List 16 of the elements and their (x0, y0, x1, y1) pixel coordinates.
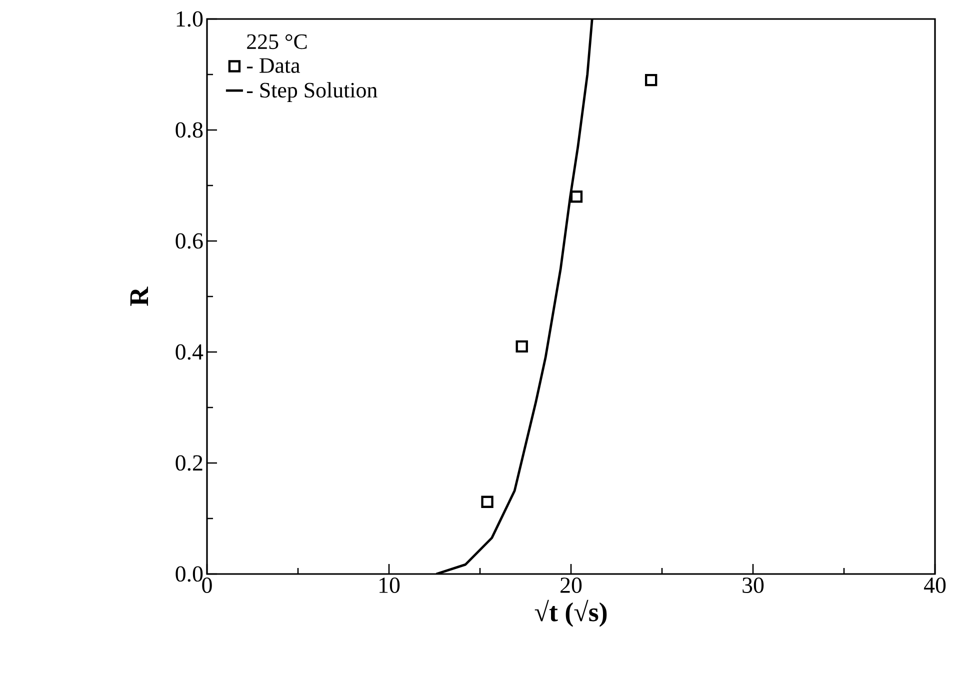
legend-label: - Step Solution (246, 82, 378, 102)
x-tick-label: 10 (380, 578, 400, 593)
y-tick-label: 0.2 (176, 455, 202, 471)
y-axis-title: R (130, 286, 148, 306)
x-tick-label: 40 (924, 578, 946, 593)
x-axis-title: √t (√s) (534, 600, 607, 627)
x-tick-label: 20 (560, 578, 582, 593)
x-tick-label: 30 (742, 578, 764, 593)
y-tick-label: 1.0 (176, 11, 203, 27)
y-tick-label: 0.4 (176, 344, 204, 360)
y-tick-label: 0.6 (176, 233, 203, 249)
legend-title: 225 °C (247, 34, 307, 50)
y-tick-label: 0.0 (176, 566, 203, 582)
x-tick-label: 0 (202, 578, 212, 593)
y-tick-label: 0.8 (176, 122, 203, 138)
legend-label: - Data (246, 58, 300, 73)
